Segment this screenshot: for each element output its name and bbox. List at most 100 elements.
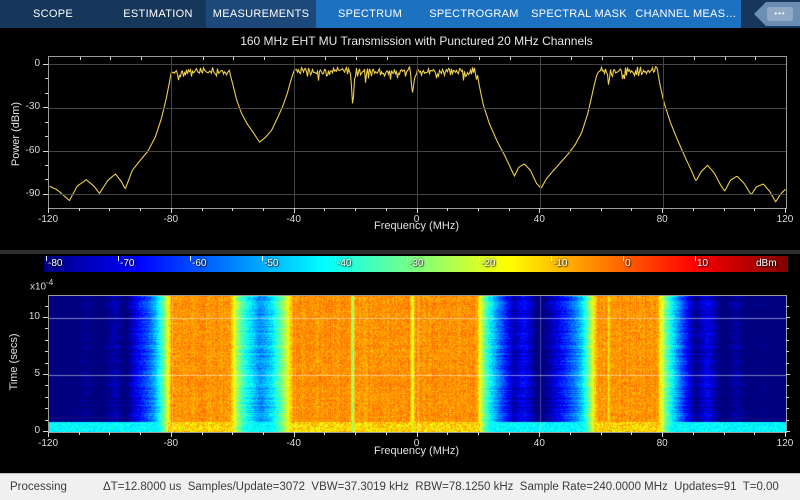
y-major-tick [43,107,48,108]
x-major-tick [48,208,49,213]
tab-scope[interactable]: SCOPE [18,0,88,28]
y-minor-tick [45,136,48,137]
tab-channel-measurements[interactable]: CHANNEL MEAS… [634,0,738,28]
x-tick-label: -40 [286,214,300,225]
x-major-tick [662,432,663,437]
x-tick-label: 40 [534,214,545,225]
y-minor-tick [45,397,48,398]
spectrum-plot-area [48,56,787,209]
x-tick-label: 40 [534,438,545,449]
y-minor-tick [45,385,48,386]
y-major-tick [43,431,48,432]
status-state: Processing [10,474,67,500]
x-minor-tick [355,208,356,211]
v-gridline [294,57,295,208]
x-minor-tick [263,432,264,435]
x-minor-tick [232,208,233,211]
x-minor-tick [724,208,725,211]
spectrogram-plot-area [48,295,787,433]
y-minor-tick [45,363,48,364]
tab-estimation[interactable]: ESTIMATION [110,0,206,28]
y-tick-label: 10 [0,311,40,322]
y-major-tick [43,64,48,65]
y-major-tick-right [786,374,790,375]
x-tick-label: 80 [657,214,668,225]
colorbar-tick-label: -40 [337,258,351,269]
y-minor-tick [45,122,48,123]
y-major-tick [43,194,48,195]
tab-spectrum[interactable]: SPECTRUM [330,0,410,28]
y-minor-tick [45,351,48,352]
y-major-tick-right [786,317,790,318]
colorbar-tick-label: -80 [48,258,62,269]
x-major-tick [662,208,663,213]
x-minor-tick [324,432,325,435]
x-minor-tick-top [387,57,388,60]
x-minor-tick-top [602,57,603,60]
spectrogram-panel: -80-70-60-50-40-30-20-10010dBm x10-4 Tim… [0,254,800,466]
spectrum-title: 160 MHz EHT MU Transmission with Punctur… [48,34,785,48]
x-minor-tick-top [725,57,726,60]
x-minor-tick [140,432,141,435]
x-major-tick [294,208,295,213]
x-minor-tick-top [694,57,695,60]
x-minor-tick [509,432,510,435]
colorbar-tick-label: -70 [120,258,134,269]
colorbar-tick-label: -50 [264,258,278,269]
x-minor-tick [754,432,755,435]
y-tick-label: 0 [0,425,40,436]
x-tick-label: -120 [38,214,58,225]
x-minor-tick [140,208,141,211]
x-minor-tick-top [510,57,511,60]
x-major-tick [785,208,786,213]
h-gridline [49,108,786,109]
y-minor-tick [45,179,48,180]
colorbar-tick-label: -10 [553,258,567,269]
y-minor-tick-right [786,420,789,421]
y-minor-tick-right [786,397,789,398]
colorbar-tick [335,256,336,261]
v-gridline [417,57,418,208]
colorbar-tick-label: -60 [192,258,206,269]
y-major-tick-right [786,431,790,432]
colorbar-tick-label: 0 [625,258,631,269]
y-tick-label: -30 [0,101,40,112]
x-minor-tick [693,208,694,211]
x-minor-tick [79,208,80,211]
x-minor-tick [79,432,80,435]
x-minor-tick [447,208,448,211]
v-gridline [663,57,664,208]
toolstrip-overflow-button[interactable]: ••• [750,0,800,28]
tab-spectral-mask[interactable]: SPECTRAL MASK [530,0,628,28]
x-major-tick [294,432,295,437]
x-minor-tick [324,208,325,211]
spectrum-panel: 160 MHz EHT MU Transmission with Punctur… [0,28,800,250]
x-minor-tick-top [80,57,81,60]
x-tick-label: -40 [286,438,300,449]
x-minor-tick-top [755,57,756,60]
x-minor-tick-top [264,57,265,60]
x-minor-tick [202,432,203,435]
x-tick-label: -80 [164,438,178,449]
tab-measurements[interactable]: MEASUREMENTS [206,0,316,28]
x-minor-tick [509,208,510,211]
x-minor-tick-top [479,57,480,60]
colorbar-tick [46,256,47,261]
tab-spectrogram[interactable]: SPECTROGRAM [424,0,524,28]
y-tick-label: -90 [0,188,40,199]
y-minor-tick-right [786,328,789,329]
x-minor-tick [386,432,387,435]
y-tick-label: 5 [0,368,40,379]
app-root: SCOPE ESTIMATION MEASUREMENTS SPECTRUM S… [0,0,800,500]
y-major-tick [43,317,48,318]
y-minor-tick [45,165,48,166]
x-minor-tick [447,432,448,435]
x-major-tick [539,208,540,213]
x-minor-tick [109,208,110,211]
y-major-tick [43,374,48,375]
y-minor-tick [45,78,48,79]
x-minor-tick-top [356,57,357,60]
v-gridline [540,57,541,208]
h-gridline [49,194,786,195]
x-tick-label: -120 [38,438,58,449]
